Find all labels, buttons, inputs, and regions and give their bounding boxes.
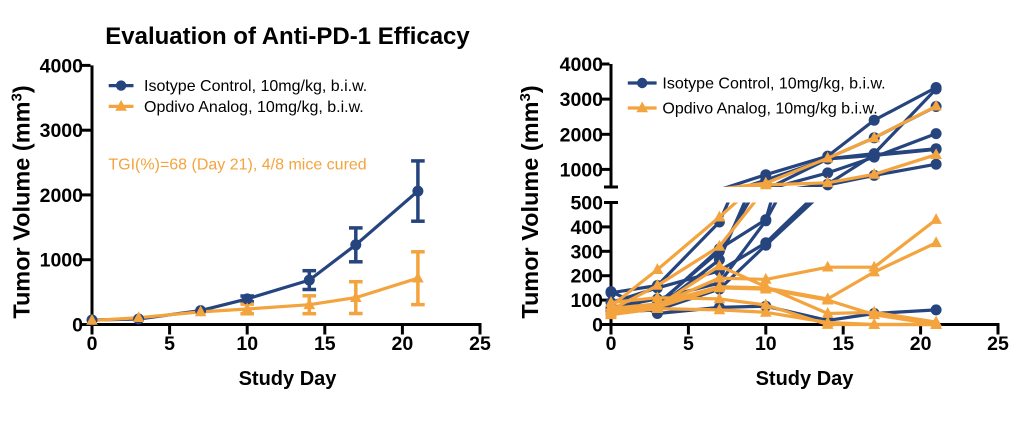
svg-text:Evaluation of Anti-PD-1 Effica: Evaluation of Anti-PD-1 Efficacy <box>105 23 470 50</box>
svg-text:400: 400 <box>570 217 603 239</box>
svg-text:20: 20 <box>392 333 414 355</box>
svg-text:4000: 4000 <box>40 55 84 77</box>
svg-text:3000: 3000 <box>40 120 84 142</box>
svg-text:Opdivo Analog, 10mg/kg, b.i.w.: Opdivo Analog, 10mg/kg, b.i.w. <box>144 99 364 116</box>
svg-text:10: 10 <box>236 333 258 355</box>
svg-text:4000: 4000 <box>560 54 604 76</box>
svg-text:25: 25 <box>469 333 491 355</box>
svg-text:TGI(%)=68 (Day 21), 4/8 mice c: TGI(%)=68 (Day 21), 4/8 mice cured <box>108 157 366 174</box>
svg-text:0: 0 <box>72 315 83 337</box>
svg-text:3000: 3000 <box>560 89 604 111</box>
svg-text:1000: 1000 <box>560 159 604 181</box>
svg-text:15: 15 <box>314 333 336 355</box>
svg-text:Tumor Volume (mm3): Tumor Volume (mm3) <box>517 85 543 318</box>
svg-text:0: 0 <box>592 315 603 337</box>
svg-text:15: 15 <box>832 333 854 355</box>
svg-text:20: 20 <box>910 333 932 355</box>
svg-text:25: 25 <box>987 333 1009 355</box>
svg-text:Isotype Control, 10mg/kg, b.i.: Isotype Control, 10mg/kg, b.i.w. <box>662 76 885 93</box>
svg-text:5: 5 <box>683 333 694 355</box>
svg-text:0: 0 <box>87 333 98 355</box>
svg-text:1000: 1000 <box>40 250 84 272</box>
svg-text:300: 300 <box>570 241 603 263</box>
svg-text:Study Day: Study Day <box>239 368 338 390</box>
svg-text:2000: 2000 <box>40 185 84 207</box>
svg-text:10: 10 <box>755 333 777 355</box>
svg-text:5: 5 <box>164 333 175 355</box>
svg-text:2000: 2000 <box>560 124 604 146</box>
svg-text:Isotype Control, 10mg/kg, b.i.: Isotype Control, 10mg/kg, b.i.w. <box>144 78 367 95</box>
svg-text:0: 0 <box>606 333 617 355</box>
svg-text:Study Day: Study Day <box>756 368 855 390</box>
svg-text:Opdivo Analog, 10mg/kg b.i.w.: Opdivo Analog, 10mg/kg b.i.w. <box>662 101 877 118</box>
svg-text:100: 100 <box>570 290 603 312</box>
svg-text:Tumor Volume (mm3): Tumor Volume (mm3) <box>9 85 35 318</box>
svg-text:200: 200 <box>570 266 603 288</box>
svg-text:500: 500 <box>570 193 603 215</box>
